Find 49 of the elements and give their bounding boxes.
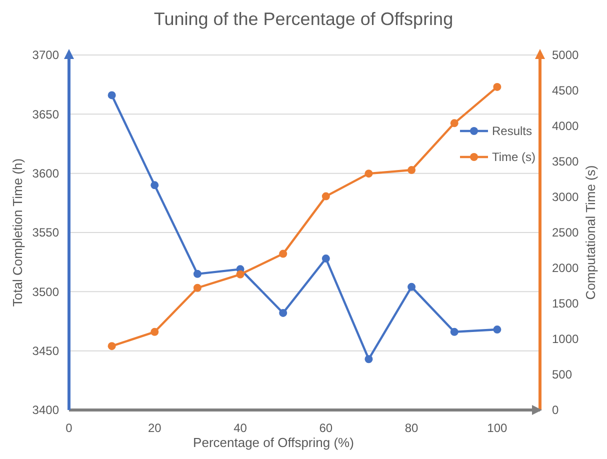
point: [322, 192, 330, 200]
y-tick-label: 3600: [32, 166, 60, 181]
y2-tick-label: 1500: [552, 296, 580, 311]
chart-title: Tuning of the Percentage of Offspring: [154, 9, 454, 29]
y2-tick-label: 2500: [552, 226, 580, 240]
point: [150, 181, 159, 190]
point: [450, 119, 458, 128]
point: [193, 284, 202, 292]
y2-tick-label: 4500: [552, 84, 580, 98]
point: [108, 342, 116, 350]
y2-tick-label: 1000: [552, 332, 580, 346]
legend-label: Time (s): [492, 150, 536, 164]
y-tick-label: 3500: [32, 284, 60, 299]
y2-axis-title: Computational Time (s): [583, 165, 598, 300]
point: [279, 308, 288, 317]
point: [408, 166, 416, 174]
x-tick-label: 80: [404, 421, 419, 435]
point: [493, 82, 502, 91]
y2-tick-label: 4000: [552, 119, 580, 134]
point: [364, 170, 373, 178]
y2-tick-label: 2000: [552, 261, 580, 276]
y2-tick-label: 5000: [552, 48, 580, 62]
y-tick-label: 3550: [32, 226, 60, 240]
y-axis-title: Total Completion Time (h): [10, 158, 25, 307]
y2-tick-label: 500: [552, 368, 572, 382]
point: [364, 355, 373, 364]
x-tick-label: 100: [487, 421, 508, 435]
point: [193, 270, 202, 278]
y2-tick-label: 0: [552, 403, 559, 418]
point: [450, 328, 458, 336]
x-tick-label: 0: [66, 421, 73, 435]
point: [408, 282, 416, 291]
point: [108, 91, 116, 100]
point: [236, 270, 244, 278]
x-tick-label: 20: [148, 421, 162, 435]
point: [150, 328, 159, 336]
point: [322, 254, 330, 263]
y-tick-label: 3450: [32, 344, 60, 358]
x-tick-label: 60: [319, 421, 333, 435]
y-tick-label: 3400: [32, 403, 60, 418]
x-tick-label: 40: [234, 421, 248, 435]
y-tick-label: 3650: [32, 107, 60, 122]
point: [279, 250, 288, 258]
y2-tick-label: 3000: [552, 190, 580, 204]
x-axis-title: Percentage of Offspring (%): [193, 435, 354, 450]
point: [493, 326, 502, 334]
y2-tick-label: 3500: [552, 154, 580, 169]
legend-label: Results: [492, 124, 532, 138]
y-tick-label: 3700: [32, 48, 60, 62]
